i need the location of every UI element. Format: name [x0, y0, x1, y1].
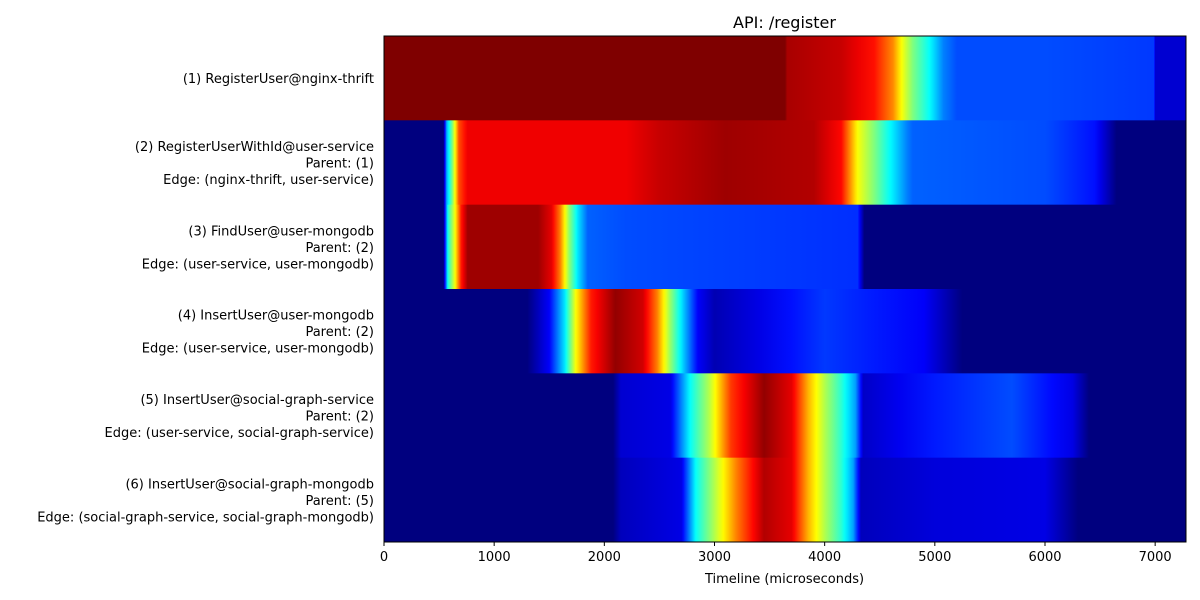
row-label-1-line-1: (1) RegisterUser@nginx-thrift [183, 72, 374, 87]
x-tick-label-6: 6000 [1028, 550, 1061, 565]
row-label-2-line-2: Parent: (1) [305, 157, 374, 172]
row-label-5-line-3: Edge: (user-service, social-graph-servic… [105, 426, 374, 441]
heatmap-row-6 [384, 457, 1186, 543]
row-label-4-line-2: Parent: (2) [305, 325, 374, 340]
row-label-2-line-3: Edge: (nginx-thrift, user-service) [163, 173, 374, 188]
heatmap-row-4 [384, 289, 1186, 374]
row-label-5-line-1: (5) InsertUser@social-graph-service [140, 393, 374, 408]
x-tick-label-4: 4000 [808, 550, 841, 565]
row-label-3-line-1: (3) FindUser@user-mongodb [188, 224, 374, 239]
x-tick-label-5: 5000 [918, 550, 951, 565]
heatmap-row-1 [384, 36, 1186, 121]
row-label-6-line-1: (6) InsertUser@social-graph-mongodb [125, 477, 374, 492]
row-label-5-line-2: Parent: (2) [305, 410, 374, 425]
row-label-6-line-3: Edge: (social-graph-service, social-grap… [37, 510, 374, 525]
heatmap-rows [384, 36, 1186, 543]
row-label-4-line-3: Edge: (user-service, user-mongodb) [142, 342, 374, 357]
heatmap-row-2 [384, 120, 1186, 206]
row-labels: (1) RegisterUser@nginx-thrift (2) Registe… [37, 72, 374, 525]
x-tick-label-0: 0 [380, 550, 388, 565]
x-tick-label-2: 2000 [588, 550, 621, 565]
x-tick-label-1: 1000 [478, 550, 511, 565]
row-label-4-line-1: (4) InsertUser@user-mongodb [178, 309, 374, 324]
row-label-3-line-2: Parent: (2) [305, 241, 374, 256]
heatmap-row-5 [384, 373, 1186, 459]
x-axis: 0 1000 2000 3000 4000 5000 6000 7000 [380, 542, 1172, 565]
row-label-3-line-3: Edge: (user-service, user-mongodb) [142, 257, 374, 272]
plot-frame [383, 35, 1187, 543]
chart-title: API: /register [733, 13, 836, 32]
x-tick-label-3: 3000 [698, 550, 731, 565]
row-label-2-line-1: (2) RegisterUserWithId@user-service [135, 140, 374, 155]
x-tick-label-7: 7000 [1139, 550, 1172, 565]
row-label-6-line-2: Parent: (5) [305, 494, 374, 509]
x-axis-label: Timeline (microseconds) [704, 572, 864, 587]
heatmap-row-3 [384, 204, 1186, 290]
